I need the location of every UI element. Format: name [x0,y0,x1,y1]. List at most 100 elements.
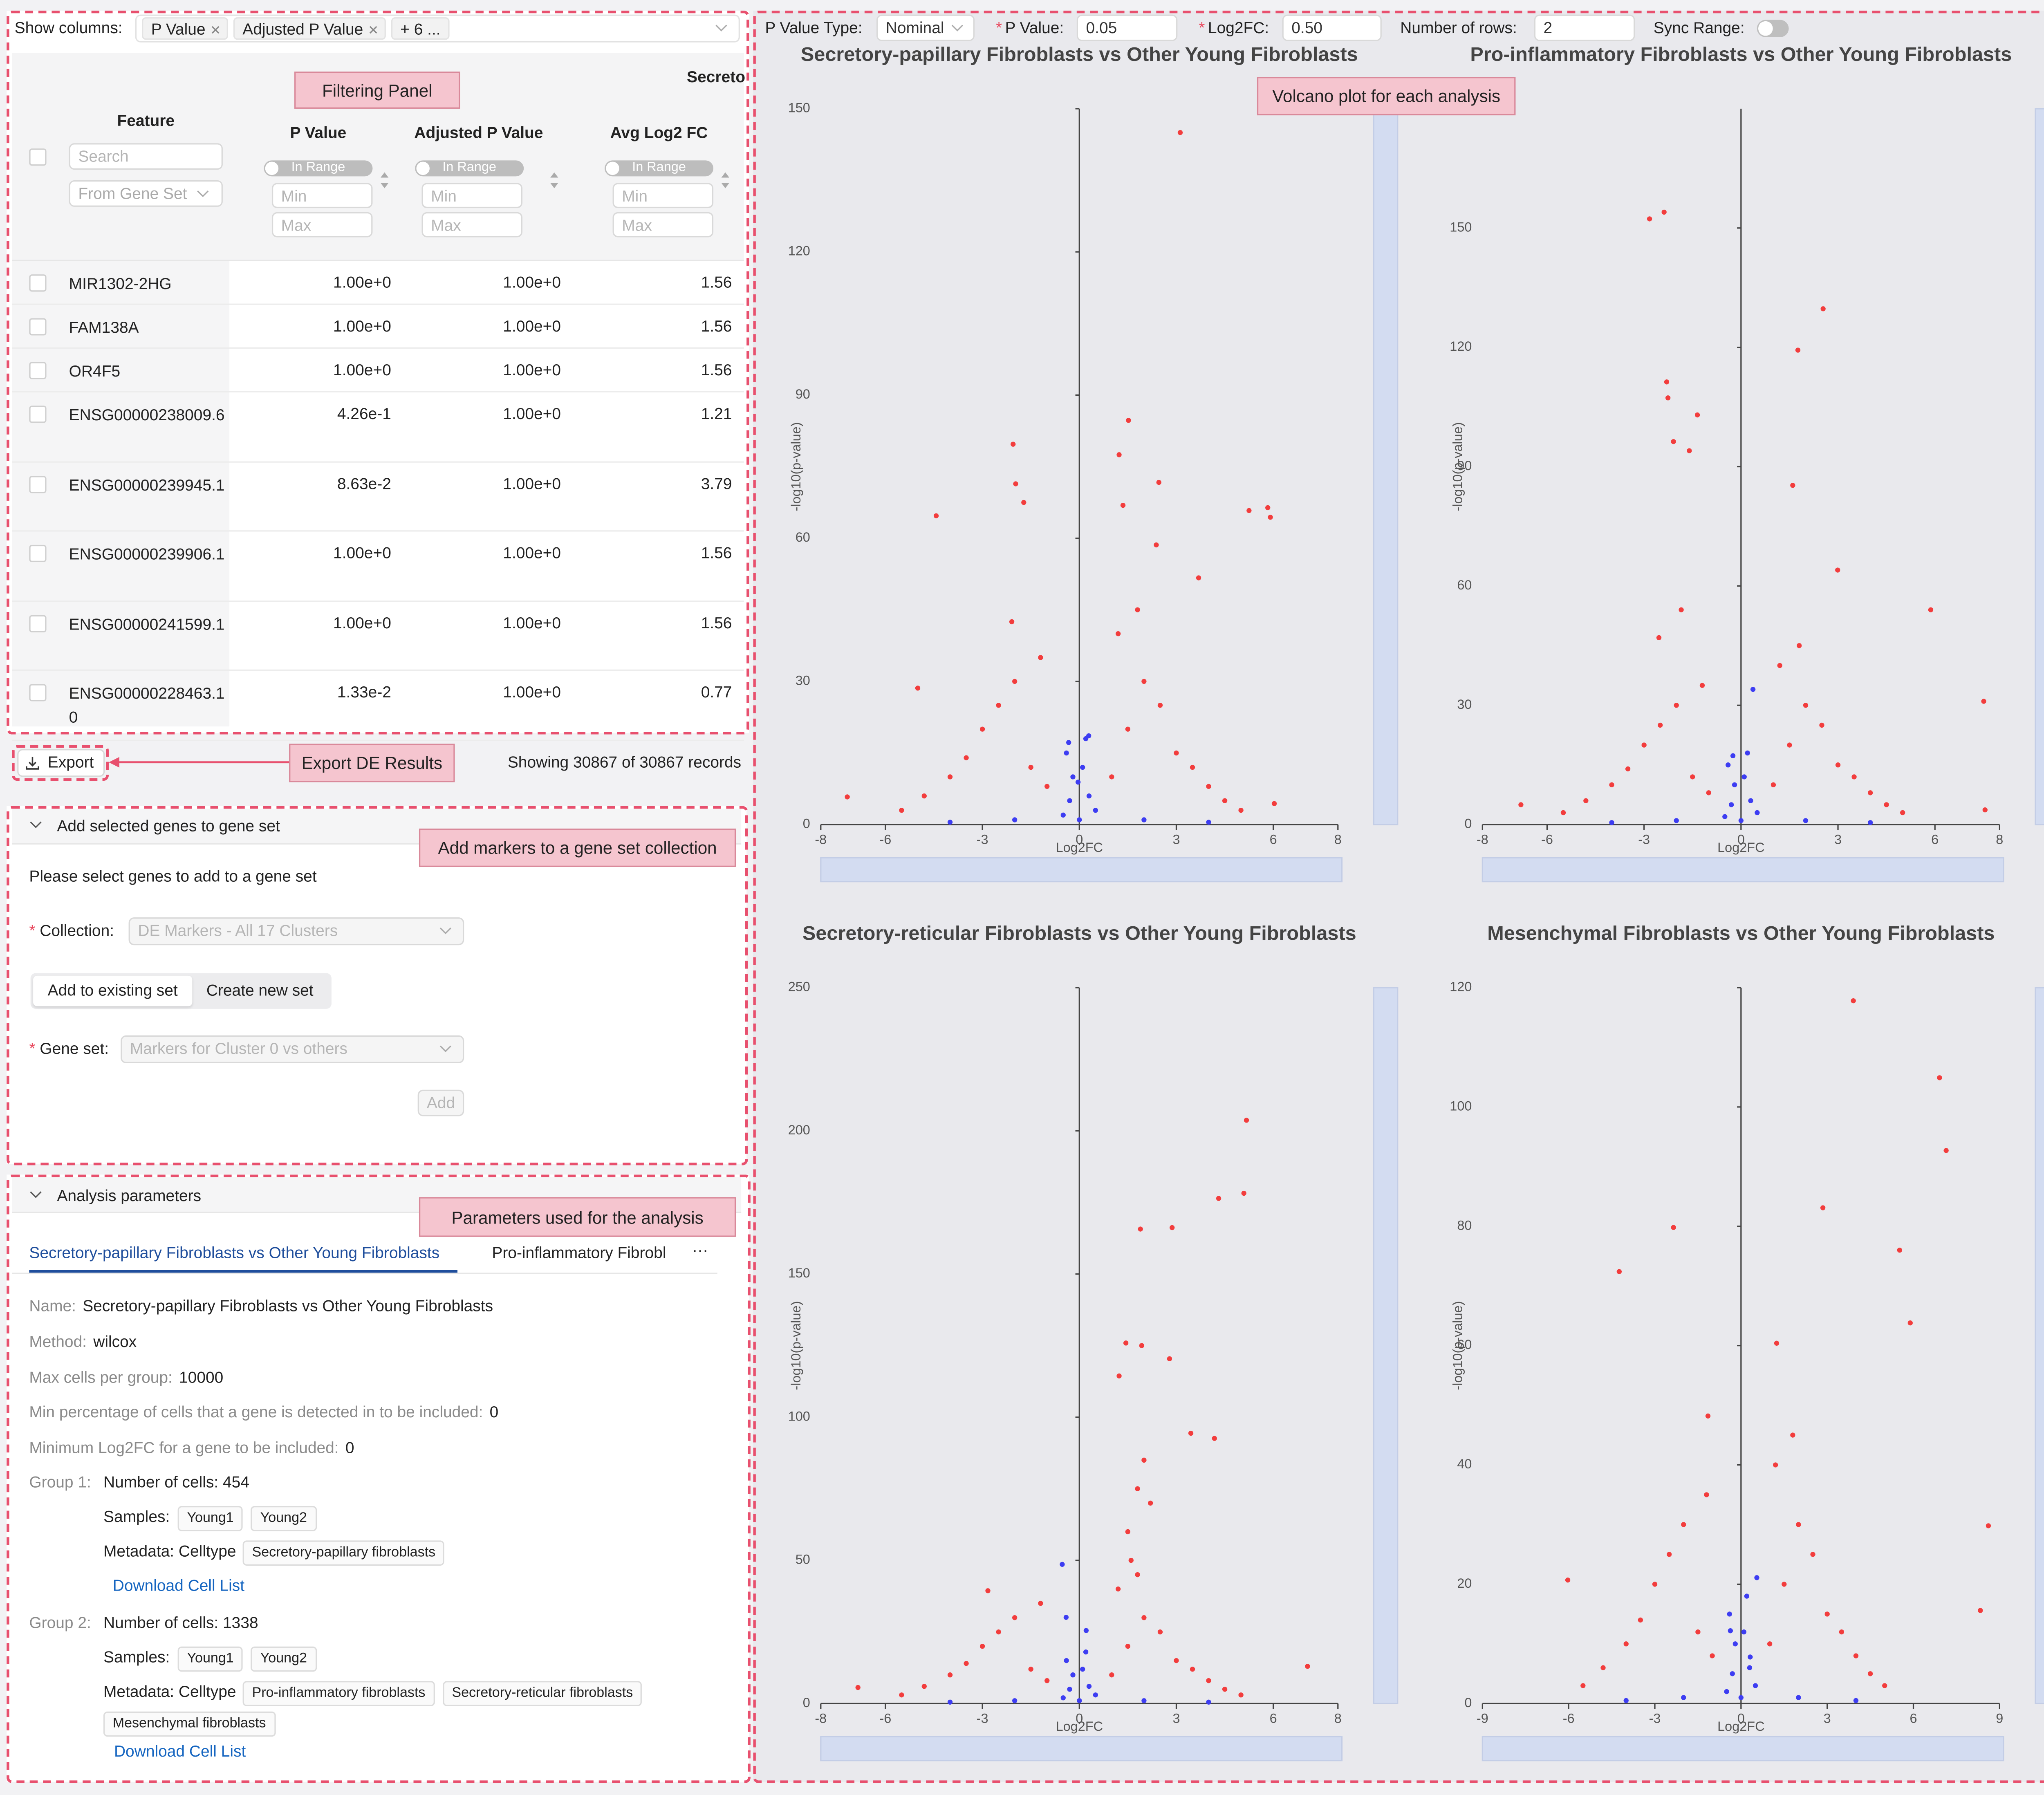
remove-icon[interactable] [211,25,220,35]
point [1674,818,1679,823]
select-all-checkbox[interactable] [29,148,47,166]
mode-option[interactable]: Create new set [206,981,314,1000]
min-input[interactable]: Min [271,183,373,208]
point [1139,1343,1145,1348]
row-checkbox[interactable] [29,318,47,336]
point [1867,1671,1873,1676]
column-header: P Value [290,123,347,142]
y-range-slider [2035,987,2044,1704]
row-checkbox[interactable] [29,274,47,292]
gene-set-filter[interactable]: From Gene Set [69,180,223,207]
row-checkbox[interactable] [29,684,47,701]
row-checkbox[interactable] [29,362,47,379]
x-tick-label: 0 [1076,832,1083,847]
annotation-arrow [108,757,289,768]
point [1755,810,1760,816]
y-tick-label: 150 [788,1266,810,1280]
export-button[interactable]: Export [17,749,105,777]
x-tick-label: 6 [1931,832,1939,847]
row-checkbox[interactable] [29,475,47,493]
column-tag[interactable]: + 6 ... [391,17,450,40]
point [1839,1629,1844,1635]
gene-set-select[interactable]: Markers for Cluster 0 vs others [121,1035,464,1063]
p-value-cell: 1.33e-2 [337,683,391,701]
sample-tag: Young1 [177,1646,243,1672]
log2fc-input[interactable]: 0.50 [1282,14,1382,41]
range-toggle[interactable]: In Range [264,160,373,177]
control-label: Log2FC: [1208,18,1269,37]
feature-cell: ENSG00000239945.1 [69,475,225,494]
p-value-type-select[interactable]: Nominal [876,14,975,41]
y-tick-label: 150 [1450,220,1472,234]
min-input[interactable]: Min [612,183,714,208]
rows-input[interactable]: 2 [1534,14,1635,41]
chevron [715,25,727,31]
point [1694,412,1700,418]
point [1897,1247,1902,1253]
sort-icon[interactable] [720,171,731,189]
column-tag[interactable]: Adjusted P Value [233,17,386,40]
max-input[interactable]: Max [271,212,373,238]
point [1038,1600,1043,1606]
adj-p-value-cell: 1.00e+0 [503,273,561,292]
add-button[interactable]: Add [417,1089,464,1116]
point [1067,1687,1072,1692]
max-input[interactable]: Max [612,212,714,238]
x-tick-label: 3 [1824,1711,1831,1726]
point [915,686,921,691]
y-tick-label: 40 [1457,1457,1472,1471]
y-tick-label: 0 [803,1695,810,1710]
column-tag-label: + 6 ... [400,20,441,39]
max-input[interactable]: Max [421,212,522,238]
annotation: Export DE Results [289,744,455,782]
point [1652,1582,1658,1587]
table-row: FAM138A 1.00e+0 1.00e+0 1.56 [12,305,744,349]
point [1728,802,1734,807]
prompt: Please select genes to add to a gene set [29,867,317,886]
point [1795,347,1801,353]
x-tick-label: -9 [1477,1711,1488,1726]
p-value-input[interactable]: 0.05 [1076,14,1178,41]
p-value-cell: 1.00e+0 [333,543,391,562]
range-toggle[interactable]: In Range [605,160,714,177]
point [1671,1225,1676,1230]
point [1722,814,1728,819]
search-input[interactable]: Search [69,143,223,170]
point [1937,1075,1942,1080]
point [1077,817,1082,822]
point [1787,742,1792,748]
point [1222,798,1228,803]
parameter-value: 10000 [179,1368,224,1387]
x-tick-label: -3 [1638,832,1650,847]
point [1695,1629,1701,1635]
tab[interactable]: Pro-inflammatory Fibrobl [492,1243,666,1262]
adj-p-value-cell: 1.00e+0 [503,404,561,423]
sync-toggle[interactable] [1757,20,1789,37]
row-checkbox[interactable] [29,614,47,632]
parameter-value: 0 [489,1403,499,1421]
point [1066,740,1071,745]
point [1177,130,1183,135]
column-tag[interactable]: P Value [142,17,228,40]
point [947,820,953,825]
point [1583,798,1589,803]
tab-active[interactable]: Secretory-papillary Fibroblasts vs Other… [29,1243,440,1262]
collection-select[interactable]: DE Markers - All 17 Clusters [128,917,464,946]
range-toggle[interactable]: In Range [415,160,524,177]
mode-option-active[interactable]: Add to existing set [33,975,193,1006]
download-link[interactable]: Download Cell List [112,1576,245,1595]
parameter-value: wilcox [93,1332,137,1351]
y-tick-label: 20 [1457,1576,1472,1591]
sort-icon[interactable] [549,171,560,189]
tab-more[interactable]: ··· [692,1241,708,1259]
sort-icon[interactable] [379,171,390,189]
row-checkbox[interactable] [29,406,47,423]
min-input[interactable]: Min [421,183,522,208]
row-checkbox[interactable] [29,545,47,562]
point [899,807,904,813]
download-link[interactable]: Download Cell List [114,1742,246,1761]
point [1928,607,1934,612]
point [985,1588,991,1593]
column-select[interactable]: P Value Adjusted P Value + 6 ... [135,14,740,43]
remove-icon[interactable] [368,25,378,35]
